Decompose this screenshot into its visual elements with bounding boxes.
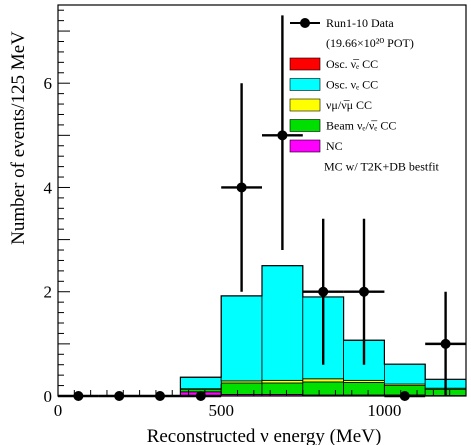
bin-beam-6 [302,381,344,396]
legend-swatch-numu [289,98,321,112]
plot-frame [57,4,467,397]
legend: Run1-10 Data (19.66×10²⁰ POT) Osc. ν̅ₑ CC O… [289,16,440,174]
bin-beam-7 [343,382,385,396]
data-point-5 [277,130,288,141]
bin-beam-5 [261,382,304,395]
legend-pot-label: (19.66×10²⁰ POT) [326,36,414,50]
legend-swatch-nc [289,139,321,153]
stacked-mc-bins [58,265,467,397]
bin-osc_nue-3 [179,376,222,390]
x-axis-label: Reconstructed ν energy (MeV) [147,426,382,445]
legend-swatch-osc_nue [289,78,321,91]
legend-footer: MC w/ T2K+DB bestfit [324,160,440,174]
y-axis-label: Number of events/125 MeV [8,31,29,245]
bin-osc_nue-5 [261,265,304,381]
bin-osc_nue-8 [383,363,426,385]
legend-data-marker [300,18,310,28]
legend-label-osc_nuebar: Osc. ν̅ₑ CC [326,57,378,71]
x-tick-label-2: 1000 [367,401,401,420]
axes: 0 2 4 6 0 500 1000 [44,4,467,420]
x-tick-label-0: 0 [54,401,63,420]
legend-label-beam: Beam νₑ/ν̅ₑ CC [326,119,396,133]
legend-label-numu: νμ/ν̅μ CC [326,98,372,112]
data-point-9 [440,338,451,349]
data-point-4 [236,182,247,193]
legend-label-nc: NC [326,139,343,153]
y-tick-label-0: 0 [44,387,53,406]
bin-osc_nue-4 [220,295,263,382]
y-tick-label-3: 6 [44,74,53,93]
bin-beam-4 [220,382,263,395]
data-point-7 [359,286,369,297]
legend-data-label: Run1-10 Data [326,16,394,30]
y-tick-label-2: 4 [44,178,53,197]
y-tick-label-1: 2 [44,283,53,302]
x-tick-label-1: 500 [208,401,234,420]
legend-swatch-beam [289,119,321,132]
legend-label-osc_nue: Osc. νₑ CC [326,78,378,92]
bin-numu-6 [302,378,344,383]
legend-swatch-osc_nuebar [289,57,321,71]
data-point-6 [318,286,329,297]
